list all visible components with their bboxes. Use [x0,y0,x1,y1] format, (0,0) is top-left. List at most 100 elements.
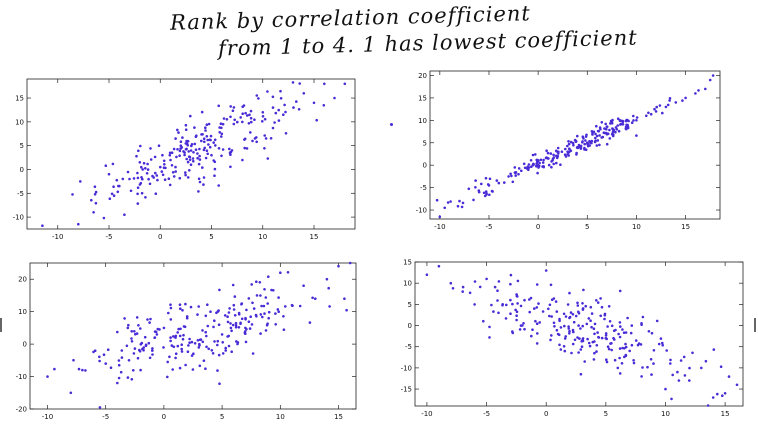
scatter-point [618,335,622,339]
scatter-point [480,182,483,186]
scatter-point [72,358,75,362]
scatter-point [599,297,602,300]
scatter-point [531,328,534,332]
scatter-point [511,302,514,306]
scatter-point [153,155,157,159]
scatter-point [567,327,571,330]
scatter-point [333,96,336,100]
scatter-panel-top-left: -10 -5 0 5 10 15 -10 -5 0 5 10 15 [13,78,356,241]
x-tick-label: -10 [421,410,432,418]
scatter-point [598,143,601,147]
scatter-point [263,117,267,121]
scatter-point [139,368,142,372]
scatter-point [621,328,624,331]
scatter-point [527,168,530,171]
scatter-point [619,325,622,328]
scatter-point [650,373,653,376]
x-tick-label: 15 [681,223,690,231]
scatter-point [226,335,229,338]
scatter-point [98,406,102,409]
scatter-point [223,314,227,317]
scatter-point [130,340,134,343]
scatter-point [617,129,621,133]
scatter-point [632,359,635,362]
scatter-point [204,126,207,129]
scatter-point [222,117,226,120]
scatter-point [617,332,620,336]
x-tick-label: 5 [585,223,589,231]
scatter-point [618,321,622,324]
x-tick-label: 5 [209,233,213,241]
scatter-point [608,320,612,323]
scatter-point [204,330,207,334]
scatter-point [605,360,609,364]
scatter-point [325,277,329,281]
scatter-point [196,313,199,316]
scatter-point [723,392,727,395]
scatter-point [104,362,107,365]
scatter-point [241,158,244,162]
scatter-point [625,123,628,127]
scatter-point [148,321,151,324]
scatter-point [592,358,596,361]
scatter-point [632,119,635,122]
scatter-point [200,110,204,114]
scatter-point [236,120,239,124]
scatter-point [669,362,672,365]
scatter-point [279,97,283,100]
y-tick-label: 5 [408,301,412,309]
scatter-point [600,336,604,340]
scatter-point [203,140,206,144]
scatter-point [189,149,193,152]
scatter-point [664,387,667,391]
scatter-point [513,171,517,174]
scatter-point [213,167,217,171]
scatter-point [133,330,136,333]
scatter-point [576,301,579,305]
scatter-point [461,285,465,289]
scatter-point [646,365,649,369]
scatter-point [322,104,326,107]
scatter-point [700,366,703,370]
scatter-point [271,95,275,99]
scatter-point [243,137,247,141]
scatter-point [577,351,580,354]
scatter-point [568,329,571,333]
scatter-point [626,316,629,320]
scatter-point [558,343,561,347]
scatter-point [488,325,491,329]
scatter-point [202,176,206,179]
scatter-point [216,339,220,343]
scatter-point [554,300,558,303]
scatter-point [232,106,236,109]
scatter-point [168,153,172,157]
scatter-point [171,368,174,371]
scatter-point [624,127,628,130]
scatter-point [169,336,172,339]
x-tick-label: -10 [434,223,445,231]
scatter-point [251,352,255,355]
scatter-point [591,132,594,135]
scatter-point [551,159,554,162]
scatter-point [241,120,244,124]
y-tick-label: -10 [401,364,412,372]
scatter-point [190,144,193,148]
scatter-point [149,317,152,321]
scatter-point [671,373,674,377]
scatter-point [568,291,571,295]
scatter-point [604,334,608,337]
scatter-point [343,297,346,301]
scatter-point [198,154,201,158]
scatter-point [226,315,229,319]
scatter-point [649,358,653,361]
x-tick-label: -5 [106,233,113,241]
scatter-point [197,177,201,181]
scatter-point [630,324,634,327]
scatter-point [250,323,254,326]
scatter-point [711,74,715,77]
scatter-point [177,131,180,134]
y-tick-label: 0 [23,341,27,349]
scatter-point [519,304,523,308]
scatter-point [249,315,252,319]
